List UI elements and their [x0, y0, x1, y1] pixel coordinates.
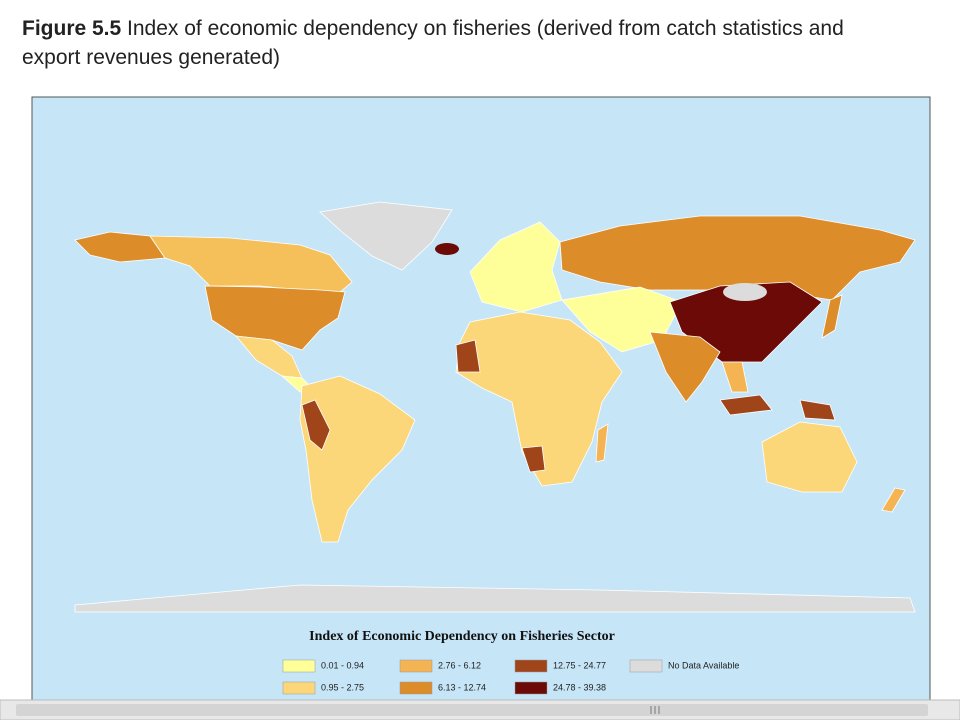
madagascar [595, 423, 609, 463]
scrollbar-thumb [16, 704, 928, 716]
legend-swatch [629, 659, 663, 673]
usa [204, 285, 346, 351]
legend-swatch [514, 659, 548, 673]
legend-swatch [514, 681, 548, 695]
legend-label: 0.01 - 0.94 [321, 660, 364, 670]
caption-text: Index of economic dependency on fisherie… [22, 17, 844, 69]
legend-label: 0.95 - 2.75 [321, 682, 364, 692]
legend: 0.01 - 0.94 0.95 - 2.75 2.76 - 6.12 6.13 - … [282, 659, 739, 695]
legend-swatch [282, 681, 316, 695]
mongolia [723, 283, 767, 301]
antarctica [74, 584, 916, 613]
peru [301, 399, 331, 451]
new-zealand [881, 487, 906, 513]
figure-caption: Figure 5.5 Index of economic dependency … [22, 14, 902, 72]
se-asia [721, 361, 749, 393]
greenland [319, 201, 453, 271]
legend-label: 6.13 - 12.74 [438, 682, 486, 692]
legend-swatch [282, 659, 316, 673]
scrollbar-grip [650, 706, 660, 714]
figure-label: Figure 5.5 [22, 17, 122, 40]
mauritania [455, 339, 481, 373]
europe [469, 221, 563, 313]
landmasses [74, 201, 916, 613]
namibia [521, 445, 546, 473]
india [649, 331, 721, 403]
legend-label: 24.78 - 39.38 [553, 682, 606, 692]
africa [455, 311, 623, 487]
legend-title: Index of Economic Dependency on Fisherie… [309, 629, 615, 644]
australia [761, 421, 858, 493]
legend-label: 12.75 - 24.77 [553, 660, 606, 670]
legend-label: No Data Available [668, 660, 739, 670]
indonesia [719, 394, 773, 416]
russia [559, 215, 916, 301]
legend-label: 2.76 - 6.12 [438, 660, 481, 670]
legend-swatch [399, 681, 433, 695]
japan [821, 294, 843, 339]
iceland [435, 243, 459, 255]
south-america [299, 375, 416, 543]
new-guinea [799, 399, 836, 421]
legend-swatch [399, 659, 433, 673]
